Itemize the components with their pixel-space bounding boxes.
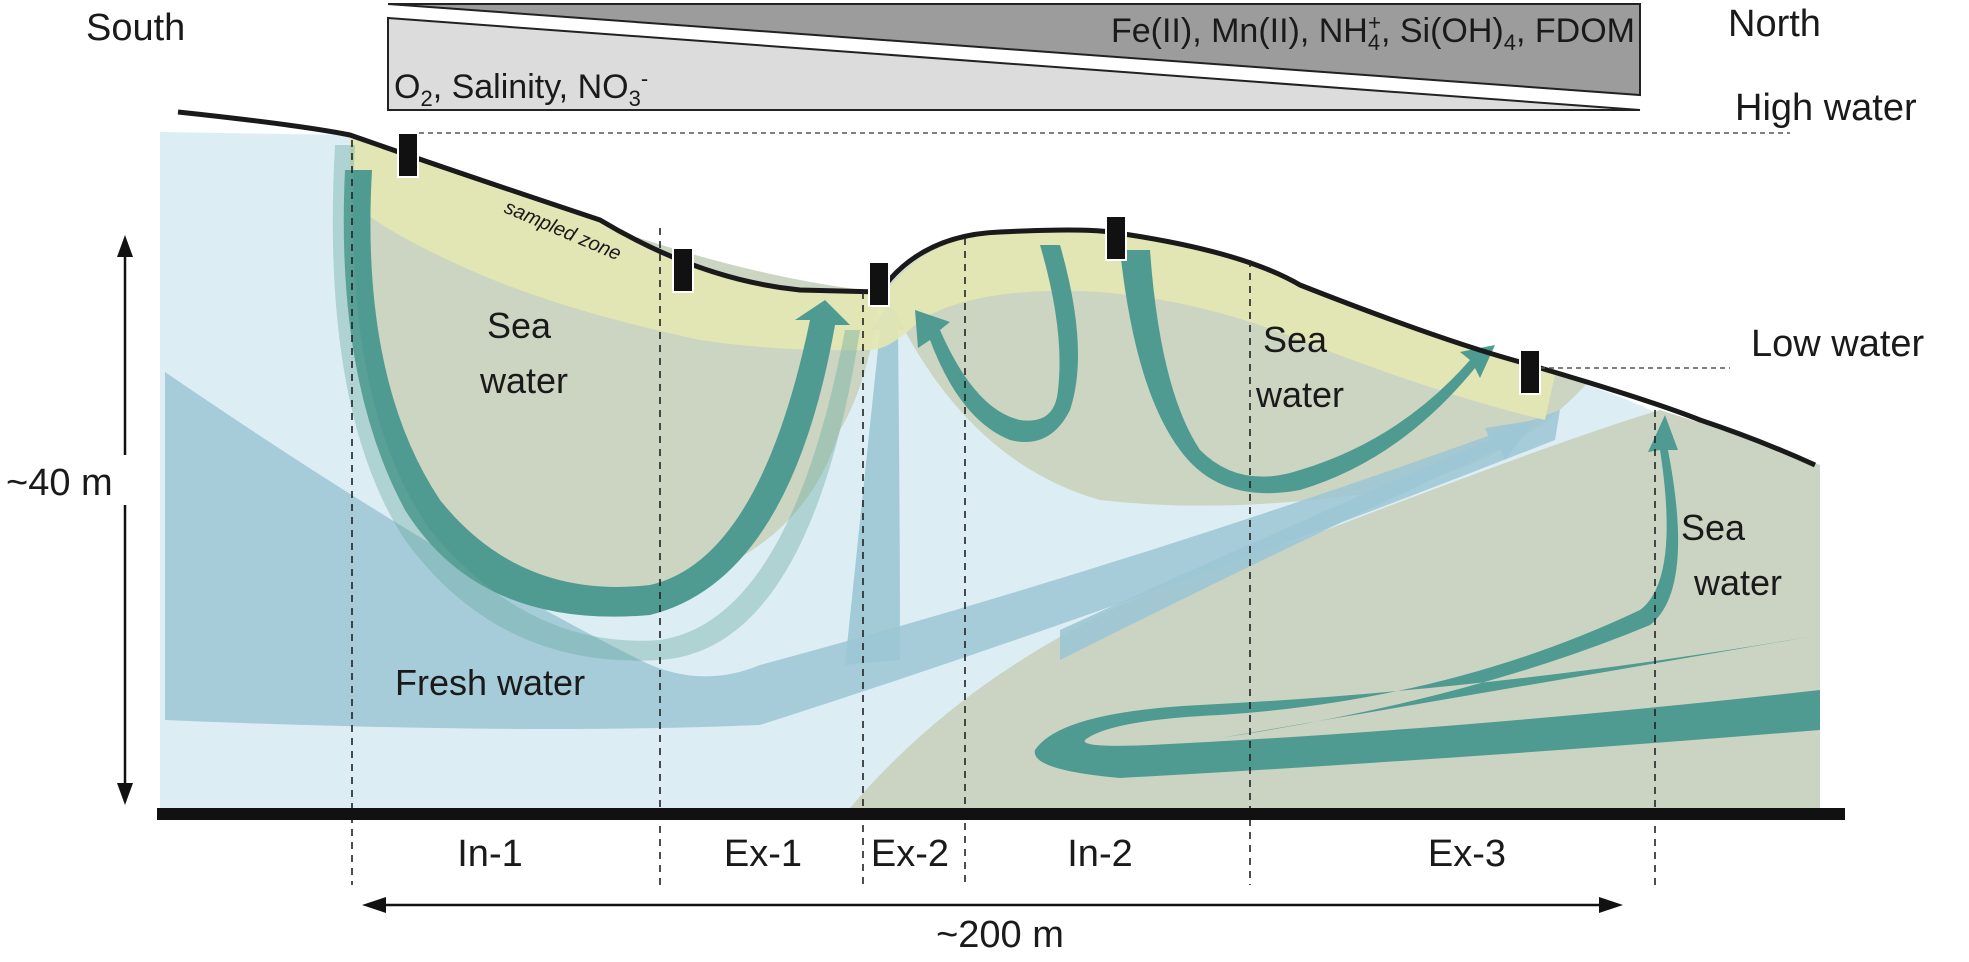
- sampler-2: [672, 247, 694, 293]
- vertical-scale-arrow-top: [117, 235, 133, 257]
- zone-label-ex3: Ex-3: [1428, 833, 1506, 875]
- zone-label-ex1: Ex-1: [724, 833, 802, 875]
- sea-water-body-right: [850, 410, 1820, 808]
- zone-label-ex2: Ex-2: [871, 833, 949, 875]
- seawater-flow-in2-left: [915, 245, 1078, 442]
- zone-label-in2: In-2: [1067, 833, 1132, 875]
- horizontal-scale-arrow-left: [362, 897, 386, 913]
- seawater-flow-in2-right: [1120, 250, 1495, 494]
- gradient-bottom-label: O2, Salinity, NO3-: [394, 66, 648, 111]
- north-label: North: [1728, 3, 1821, 45]
- vertical-scale-label: ~40 m: [6, 462, 113, 504]
- gradient-top-label: Fe(II), Mn(II), NH4+, Si(OH)4, FDOM: [1111, 10, 1635, 55]
- sea-water-label-2: Sea water: [1255, 319, 1344, 415]
- south-label: South: [86, 7, 185, 49]
- sampler-5: [1519, 349, 1541, 395]
- sampler-4: [1105, 215, 1127, 261]
- zone-label-in1: In-1: [457, 833, 522, 875]
- sea-water-label-3: Sea water: [1681, 507, 1782, 603]
- base-line: [157, 808, 1845, 820]
- samplers: [397, 132, 1541, 395]
- sampled-zone: [350, 135, 1555, 420]
- sampler-3: [868, 261, 890, 307]
- fresh-water-arrow-ex3: [1060, 420, 1535, 660]
- sampler-1: [397, 132, 419, 178]
- fresh-water-band: [165, 372, 1560, 729]
- fresh-water-arrow-ex2: [845, 300, 905, 665]
- horizontal-scale-label: ~200 m: [936, 914, 1064, 956]
- fresh-water-label: Fresh water: [395, 662, 585, 703]
- beach-surface-line: [177, 109, 1817, 468]
- low-water-label: Low water: [1751, 323, 1925, 365]
- vertical-scale-arrow-bottom: [117, 783, 133, 805]
- high-water-label: High water: [1735, 87, 1917, 129]
- zone-boundaries: [351, 140, 1656, 885]
- gradient-wedge-light: [387, 16, 1641, 111]
- sea-water-label-1: Sea water: [479, 305, 568, 401]
- horizontal-scale-arrow-right: [1599, 897, 1623, 913]
- seawater-flow-ex3: [1034, 415, 1820, 778]
- gradient-wedge-dark: [387, 3, 1641, 97]
